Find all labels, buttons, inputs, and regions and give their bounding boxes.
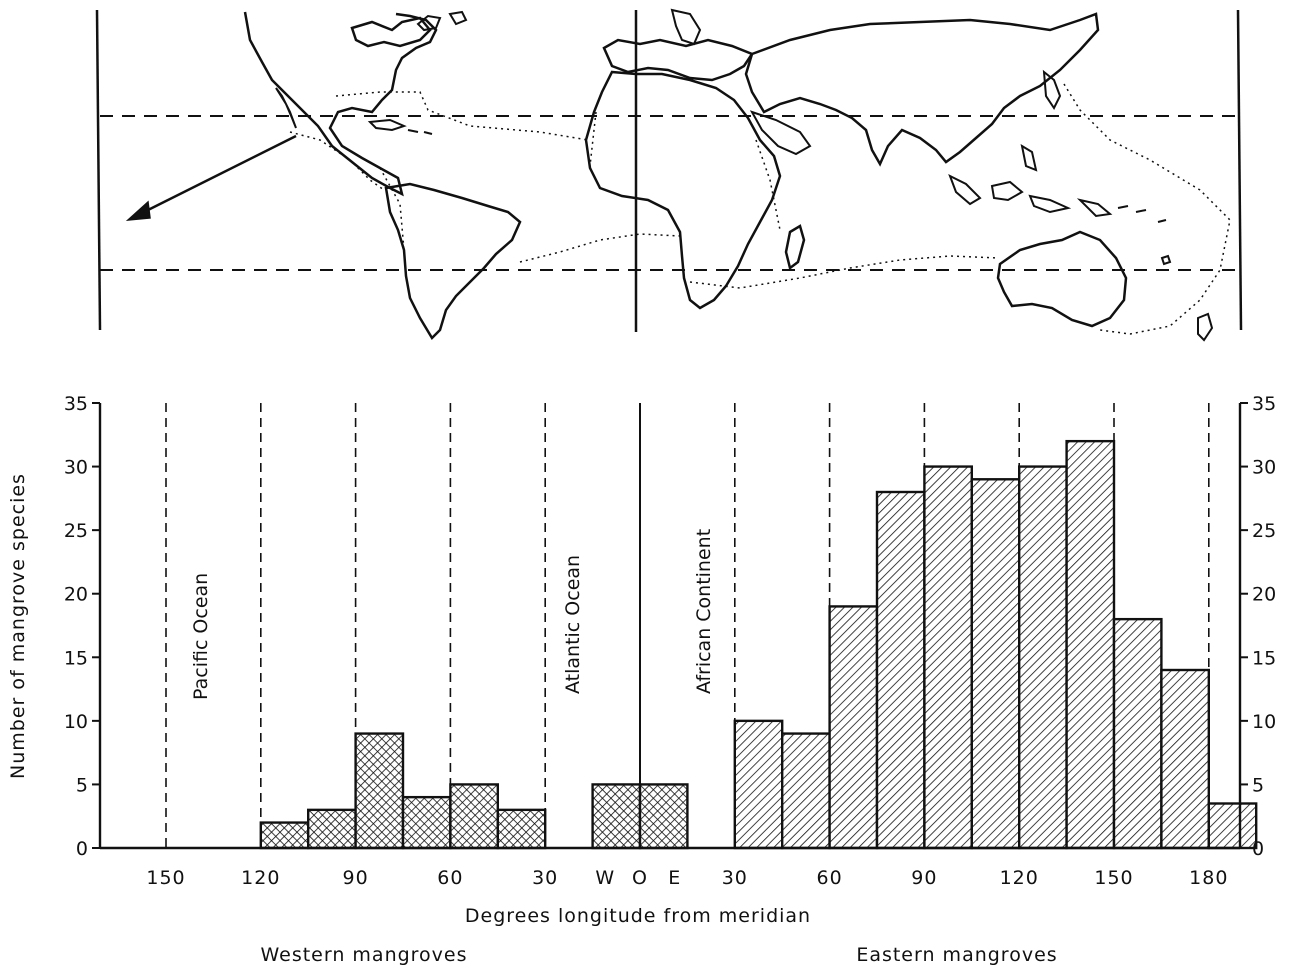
- x-tick-label: 30: [722, 867, 748, 889]
- world-map: [95, 8, 1243, 342]
- histogram-bar: [923, 465, 974, 850]
- arctic-island-2: [448, 10, 468, 26]
- histogram-bar: [1018, 465, 1068, 850]
- histogram-bar: [733, 719, 784, 850]
- group-label-eastern: Eastern mangroves: [856, 944, 1057, 966]
- caribbean-islands: [367, 118, 433, 135]
- x-tick-label: 90: [911, 867, 937, 889]
- pacific-arrow-head: [125, 200, 151, 221]
- arctic-island-1: [416, 14, 442, 32]
- histogram-bar: [496, 808, 547, 850]
- north-america-outline: [243, 11, 438, 197]
- south-america-outline: [384, 182, 522, 341]
- x-tick-label: 150: [1094, 867, 1133, 889]
- mangrove-limit-east: [689, 83, 1231, 335]
- x-tick-label: E: [668, 867, 681, 889]
- histogram-bar: [638, 783, 689, 850]
- pacific-island: [1160, 254, 1172, 266]
- new-zealand: [1197, 312, 1214, 342]
- y-tick-label-right: 10: [1252, 711, 1276, 733]
- y-tick-label-right: 0: [1252, 838, 1264, 860]
- histogram-bar: [970, 478, 1021, 850]
- y-tick-label-right: 15: [1252, 647, 1276, 669]
- mangrove-limit-west: [289, 91, 681, 263]
- histogram-bar: [259, 821, 310, 850]
- scandinavia: [670, 8, 702, 46]
- madagascar: [784, 224, 806, 271]
- y-tick-label-right: 20: [1252, 584, 1276, 606]
- pacific-arrow-shaft: [139, 134, 297, 216]
- x-tick-label: W: [595, 867, 615, 889]
- y-tick-label-right: 35: [1252, 393, 1276, 415]
- histogram-bar: [1207, 802, 1258, 850]
- region-label-african: African Continent: [693, 529, 715, 694]
- histogram-bar: [875, 490, 926, 850]
- region-label-atlantic: Atlantic Ocean: [562, 555, 584, 694]
- region-label-pacific: Pacific Ocean: [190, 573, 212, 700]
- x-axis-ticks: 150 120 90 60 30 W O E 30 60 90 120 150 180: [146, 867, 1228, 889]
- map-left-border: [95, 9, 102, 331]
- x-tick-label: 30: [532, 867, 558, 889]
- y-tick-label-left: 5: [76, 774, 88, 796]
- meridian-lines: [165, 403, 1210, 848]
- y-tick-label-left: 30: [64, 457, 88, 479]
- y-tick-label-left: 25: [64, 520, 88, 542]
- x-tick-label: 60: [437, 867, 463, 889]
- histogram-bar: [1112, 617, 1163, 850]
- europe-outline: [602, 38, 754, 82]
- x-tick-label: O: [632, 867, 648, 889]
- histogram-bar: [591, 783, 642, 850]
- indonesia-islands: [948, 173, 1167, 223]
- y-tick-label-left: 35: [64, 393, 88, 415]
- histogram-bar: [401, 795, 452, 850]
- bars: [259, 439, 1258, 850]
- histogram-bar: [828, 605, 879, 850]
- y-tick-label-left: 15: [64, 647, 88, 669]
- map-right-border: [1236, 9, 1243, 331]
- y-axis-left: 0 5 10 15 20 25 30 35: [64, 393, 100, 860]
- y-tick-label-left: 20: [64, 584, 88, 606]
- y-axis-right: 0 5 10 15 20 25 30 35: [1240, 393, 1276, 860]
- x-tick-label: 120: [1000, 867, 1039, 889]
- histogram: 0 5 10 15 20 25 30 35 0 5 10 15 20 25 30 35 150 120 90 60…: [7, 393, 1276, 966]
- x-tick-label: 180: [1189, 867, 1228, 889]
- x-tick-label: 90: [343, 867, 369, 889]
- histogram-bar: [781, 732, 831, 850]
- histogram-bar: [449, 783, 499, 850]
- y-tick-label-right: 25: [1252, 520, 1276, 542]
- x-tick-label: 60: [817, 867, 843, 889]
- philippines: [1020, 143, 1038, 172]
- australia-outline: [996, 230, 1128, 328]
- x-tick-label: 120: [241, 867, 280, 889]
- x-tick-label: 150: [146, 867, 185, 889]
- histogram-bar: [1065, 439, 1116, 850]
- group-label-western: Western mangroves: [260, 944, 467, 966]
- y-tick-label-left: 10: [64, 711, 88, 733]
- asia-outline: [744, 12, 1100, 167]
- histogram-bar: [307, 808, 357, 850]
- y-tick-label-right: 30: [1252, 457, 1276, 479]
- y-tick-label-left: 0: [76, 838, 88, 860]
- baja-peninsula: [275, 87, 297, 129]
- y-tick-label-right: 5: [1252, 774, 1264, 796]
- greenland: [350, 16, 432, 48]
- x-axis-label: Degrees longitude from meridian: [465, 905, 811, 927]
- arabian-peninsula: [749, 110, 812, 156]
- africa-outline: [584, 70, 782, 310]
- japan: [1042, 69, 1062, 110]
- histogram-bar: [354, 732, 405, 850]
- y-axis-label: Number of mangrove species: [7, 473, 29, 779]
- axes: [98, 403, 1242, 850]
- histogram-bar: [1160, 668, 1211, 850]
